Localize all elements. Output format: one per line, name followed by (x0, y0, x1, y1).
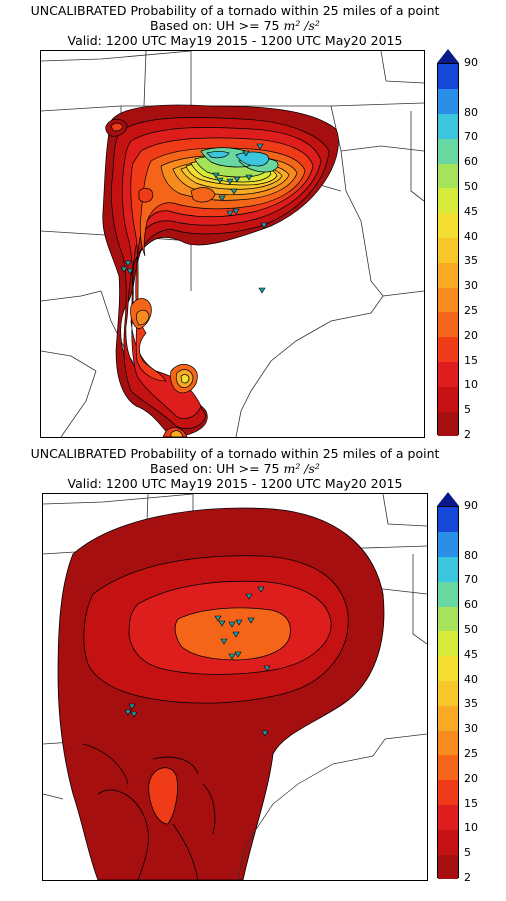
colorbar-segment (438, 336, 458, 363)
colorbar-segment (438, 138, 458, 164)
colorbar-segment (438, 531, 458, 558)
colorbar-segment (438, 262, 458, 288)
top-map (40, 50, 425, 438)
top-panel: UNCALIBRATED Probability of a tornado wi… (0, 0, 506, 445)
colorbar-tick-label: 45 (464, 647, 478, 661)
colorbar-tick-label: 30 (464, 722, 478, 736)
colorbar-tick-label: 50 (464, 623, 478, 636)
colorbar-segment (438, 188, 458, 214)
colorbar-tick-label: 90 (464, 56, 478, 69)
bottom-coastline (237, 738, 386, 880)
colorbar-tick-label: 10 (464, 378, 478, 392)
bottom-storm-reports (124, 586, 271, 737)
colorbar-segment (438, 212, 458, 239)
top-title-units: m² /s² (283, 18, 320, 33)
colorbar-segment (438, 361, 458, 387)
bottom-map-svg (43, 494, 427, 880)
colorbar-tick-label: 45 (464, 204, 478, 218)
colorbar-segment (438, 705, 458, 731)
colorbar-segment (438, 755, 458, 781)
colorbar-tick-label: 5 (464, 846, 471, 860)
bottom-colorbar: 2 5 10 15 20 25 30 35 40 45 50 60 70 80 90 (437, 492, 497, 884)
colorbar-segment (438, 779, 458, 806)
top-title-prefix: Based on: UH >= 75 (150, 18, 280, 33)
colorbar-tick-label: 40 (464, 229, 478, 243)
top-storm-reports (120, 143, 268, 294)
colorbar-segment (438, 680, 458, 706)
colorbar-tick-label: 35 (464, 697, 478, 711)
bottom-colorbar-arrow (437, 492, 459, 506)
colorbar-tick-label: 15 (464, 796, 478, 810)
colorbar-tick-label: 50 (464, 180, 478, 193)
colorbar-segment (438, 829, 458, 855)
colorbar-tick-label: 40 (464, 672, 478, 686)
colorbar-tick-label: 10 (464, 821, 478, 835)
top-colorbar-arrow (437, 49, 459, 63)
colorbar-segment (438, 631, 458, 657)
bottom-panel: UNCALIBRATED Probability of a tornado wi… (0, 443, 506, 901)
bottom-title-line3: Valid: 1200 UTC May19 2015 - 1200 UTC Ma… (67, 476, 403, 491)
colorbar-tick-label: 35 (464, 254, 478, 268)
top-colorbar: 2 5 10 15 20 25 30 35 40 45 50 60 70 80 90 (437, 49, 497, 441)
top-title-line3: Valid: 1200 UTC May19 2015 - 1200 UTC Ma… (67, 33, 403, 48)
colorbar-tick-label: 2 (464, 428, 471, 441)
colorbar-tick-label: 60 (464, 155, 478, 169)
top-title-line1: UNCALIBRATED Probability of a tornado wi… (30, 3, 440, 18)
bottom-title-line2: Based on: UH >= 75 m² /s² (0, 461, 470, 477)
bottom-probability-contours (57, 507, 385, 880)
colorbar-segment (438, 606, 458, 632)
colorbar-segment (438, 237, 458, 263)
colorbar-tick-label: 70 (464, 130, 478, 144)
colorbar-segment (438, 312, 458, 338)
colorbar-tick-label: 15 (464, 353, 478, 367)
colorbar-tick-label: 60 (464, 598, 478, 612)
bottom-title-prefix: Based on: UH >= 75 (150, 461, 280, 476)
colorbar-segment (438, 507, 458, 533)
colorbar-tick-label: 80 (464, 105, 478, 119)
bottom-map (42, 493, 428, 881)
colorbar-segment (438, 88, 458, 115)
colorbar-segment (438, 804, 458, 830)
colorbar-segment (438, 581, 458, 607)
colorbar-segment (438, 163, 458, 189)
colorbar-tick-label: 30 (464, 279, 478, 293)
top-colorbar-labels: 2 5 10 15 20 25 30 35 40 45 50 60 70 80 90 (437, 57, 497, 441)
colorbar-segment (438, 556, 458, 582)
colorbar-tick-label: 25 (464, 747, 478, 760)
colorbar-tick-label: 80 (464, 548, 478, 562)
bottom-title-line1: UNCALIBRATED Probability of a tornado wi… (30, 446, 440, 461)
colorbar-tick-label: 70 (464, 573, 478, 587)
bottom-colorbar-labels: 2 5 10 15 20 25 30 35 40 45 50 60 70 80 90 (437, 500, 497, 884)
colorbar-segment (438, 655, 458, 682)
colorbar-segment (438, 113, 458, 139)
colorbar-tick-label: 20 (464, 771, 478, 785)
colorbar-segment (438, 64, 458, 90)
colorbar-segment (438, 730, 458, 756)
colorbar-tick-label: 2 (464, 871, 471, 884)
colorbar-segment (438, 411, 458, 437)
colorbar-tick-label: 25 (464, 304, 478, 317)
colorbar-tick-label: 5 (464, 403, 471, 417)
top-map-svg (41, 51, 424, 437)
bottom-title-units: m² /s² (283, 461, 320, 476)
colorbar-segment (438, 854, 458, 880)
top-colorbar-body (437, 63, 459, 437)
top-probability-contours (102, 104, 339, 437)
colorbar-tick-label: 20 (464, 328, 478, 342)
colorbar-segment (438, 287, 458, 313)
top-title-line2: Based on: UH >= 75 m² /s² (0, 18, 470, 34)
colorbar-tick-label: 90 (464, 499, 478, 512)
bottom-colorbar-body (437, 506, 459, 880)
colorbar-segment (438, 386, 458, 412)
